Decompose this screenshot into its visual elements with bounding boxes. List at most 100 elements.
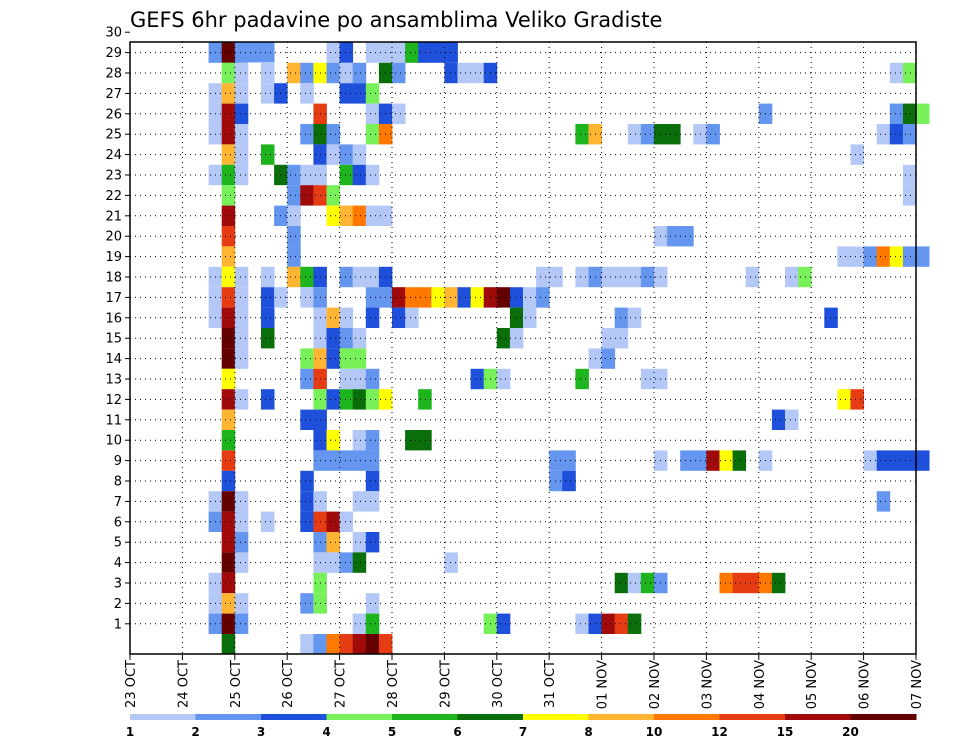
heatmap-cell	[902, 164, 917, 186]
heatmap-cell	[221, 470, 236, 492]
heatmap-cell	[365, 450, 380, 471]
x-axis: 23 OCT 24 OCT 25 OCT 26 OCT 27 OCT 28 OCT 29 O…	[124, 654, 925, 709]
heatmap-cell	[352, 83, 367, 104]
heatmap-cell	[234, 124, 249, 145]
colorbar-label: 2	[191, 725, 199, 739]
y-tick-label: 17	[105, 291, 122, 306]
heatmap-cell	[876, 491, 891, 512]
heatmap-cell	[300, 634, 314, 654]
heatmap-cell	[287, 246, 301, 267]
heatmap-cell	[221, 226, 236, 247]
heatmap-cell	[221, 307, 236, 328]
x-tick-label: 04 NOV	[753, 660, 768, 709]
y-tick-label: 25	[105, 128, 122, 143]
heatmap-cell	[916, 103, 930, 124]
heatmap-cell	[902, 103, 917, 124]
heatmap-cell	[339, 389, 354, 410]
y-tick-label: 13	[105, 373, 122, 388]
heatmap-cell	[287, 62, 301, 84]
heatmap-cell	[902, 246, 917, 267]
y-tick-label: 6	[114, 515, 122, 530]
heatmap-cell	[876, 450, 891, 471]
heatmap-cell	[916, 246, 930, 267]
heatmap-cell	[575, 613, 589, 634]
heatmap-cell	[221, 144, 236, 165]
y-tick-label: 21	[105, 209, 122, 224]
heatmap-cell	[850, 389, 864, 410]
heatmap-cell	[431, 287, 445, 308]
y-tick-label: 7	[114, 495, 122, 510]
heatmap-cell	[300, 511, 314, 532]
heatmap-cell	[889, 246, 904, 267]
heatmap-cell	[523, 287, 537, 308]
heatmap-cell	[221, 328, 236, 349]
x-tick-label: 29 OCT	[438, 660, 453, 708]
heatmap-cell	[234, 307, 249, 328]
heatmap-cell	[771, 409, 786, 430]
heatmap-cell	[405, 287, 419, 308]
heatmap-cell	[889, 62, 904, 84]
heatmap-cell	[902, 450, 917, 471]
heatmap-cell	[837, 389, 851, 410]
heatmap-cell	[614, 307, 629, 328]
heatmap-cell	[352, 389, 367, 410]
heatmap-cell	[365, 307, 380, 328]
colorbar-segment	[130, 714, 196, 720]
x-tick-label: 27 OCT	[334, 660, 349, 708]
heatmap-cell	[418, 430, 432, 451]
heatmap-cell	[392, 62, 406, 84]
heatmap-cell	[221, 613, 236, 634]
y-tick-label: 2	[114, 597, 122, 612]
x-tick-label: 25 OCT	[229, 660, 244, 708]
colorbar-label: 4	[322, 725, 330, 739]
heatmap-cell	[234, 348, 249, 369]
heatmap-cell	[601, 328, 616, 349]
heatmap-cell	[562, 450, 576, 471]
heatmap-cell	[916, 450, 930, 471]
heatmap-cell	[287, 185, 301, 206]
heatmap-cell	[798, 266, 812, 288]
heatmap-cell	[457, 62, 471, 84]
heatmap-cell	[221, 491, 236, 512]
colorbar-segment	[719, 714, 786, 720]
heatmap-cell	[234, 593, 249, 614]
heatmap-cell	[850, 144, 864, 165]
y-tick-label: 19	[105, 250, 122, 265]
y-tick-label: 26	[105, 107, 122, 122]
heatmap-cell	[876, 246, 891, 267]
heatmap-cell	[785, 409, 799, 430]
heatmap-cell	[785, 266, 799, 288]
heatmap-cell	[365, 164, 380, 186]
heatmap-cell	[261, 266, 275, 288]
colorbar-segment	[261, 714, 327, 720]
heatmap-cell	[234, 511, 249, 532]
colorbar-label: 20	[842, 725, 859, 739]
x-tick-label: 07 NOV	[910, 660, 925, 709]
heatmap-cell	[352, 348, 367, 369]
x-tick-label: 03 NOV	[700, 660, 715, 709]
heatmap-cell	[365, 532, 380, 553]
heatmap-cell	[221, 205, 236, 226]
heatmap-cell	[365, 634, 380, 654]
heatmap-cell	[365, 389, 380, 410]
heatmap-cell	[627, 613, 642, 634]
heatmap-cell	[365, 430, 380, 451]
heatmap-cell	[234, 389, 249, 410]
colorbar-label: 3	[257, 725, 265, 739]
heatmap-cell	[313, 634, 327, 654]
heatmap-cell	[339, 205, 354, 226]
heatmap-cell	[562, 470, 576, 492]
heatmap-cell	[300, 287, 314, 308]
heatmap-cell	[575, 368, 589, 390]
heatmap-cell	[352, 266, 367, 288]
heatmap-cell	[221, 450, 236, 471]
heatmap-cell	[326, 328, 340, 349]
heatmap-cell	[719, 572, 733, 594]
heatmap-cell	[640, 572, 655, 594]
heatmap-cell	[352, 450, 367, 471]
heatmap-cell	[326, 430, 340, 451]
heatmap-cell	[221, 511, 236, 532]
heatmap-cell	[287, 226, 301, 247]
y-tick-label: 10	[105, 434, 122, 449]
